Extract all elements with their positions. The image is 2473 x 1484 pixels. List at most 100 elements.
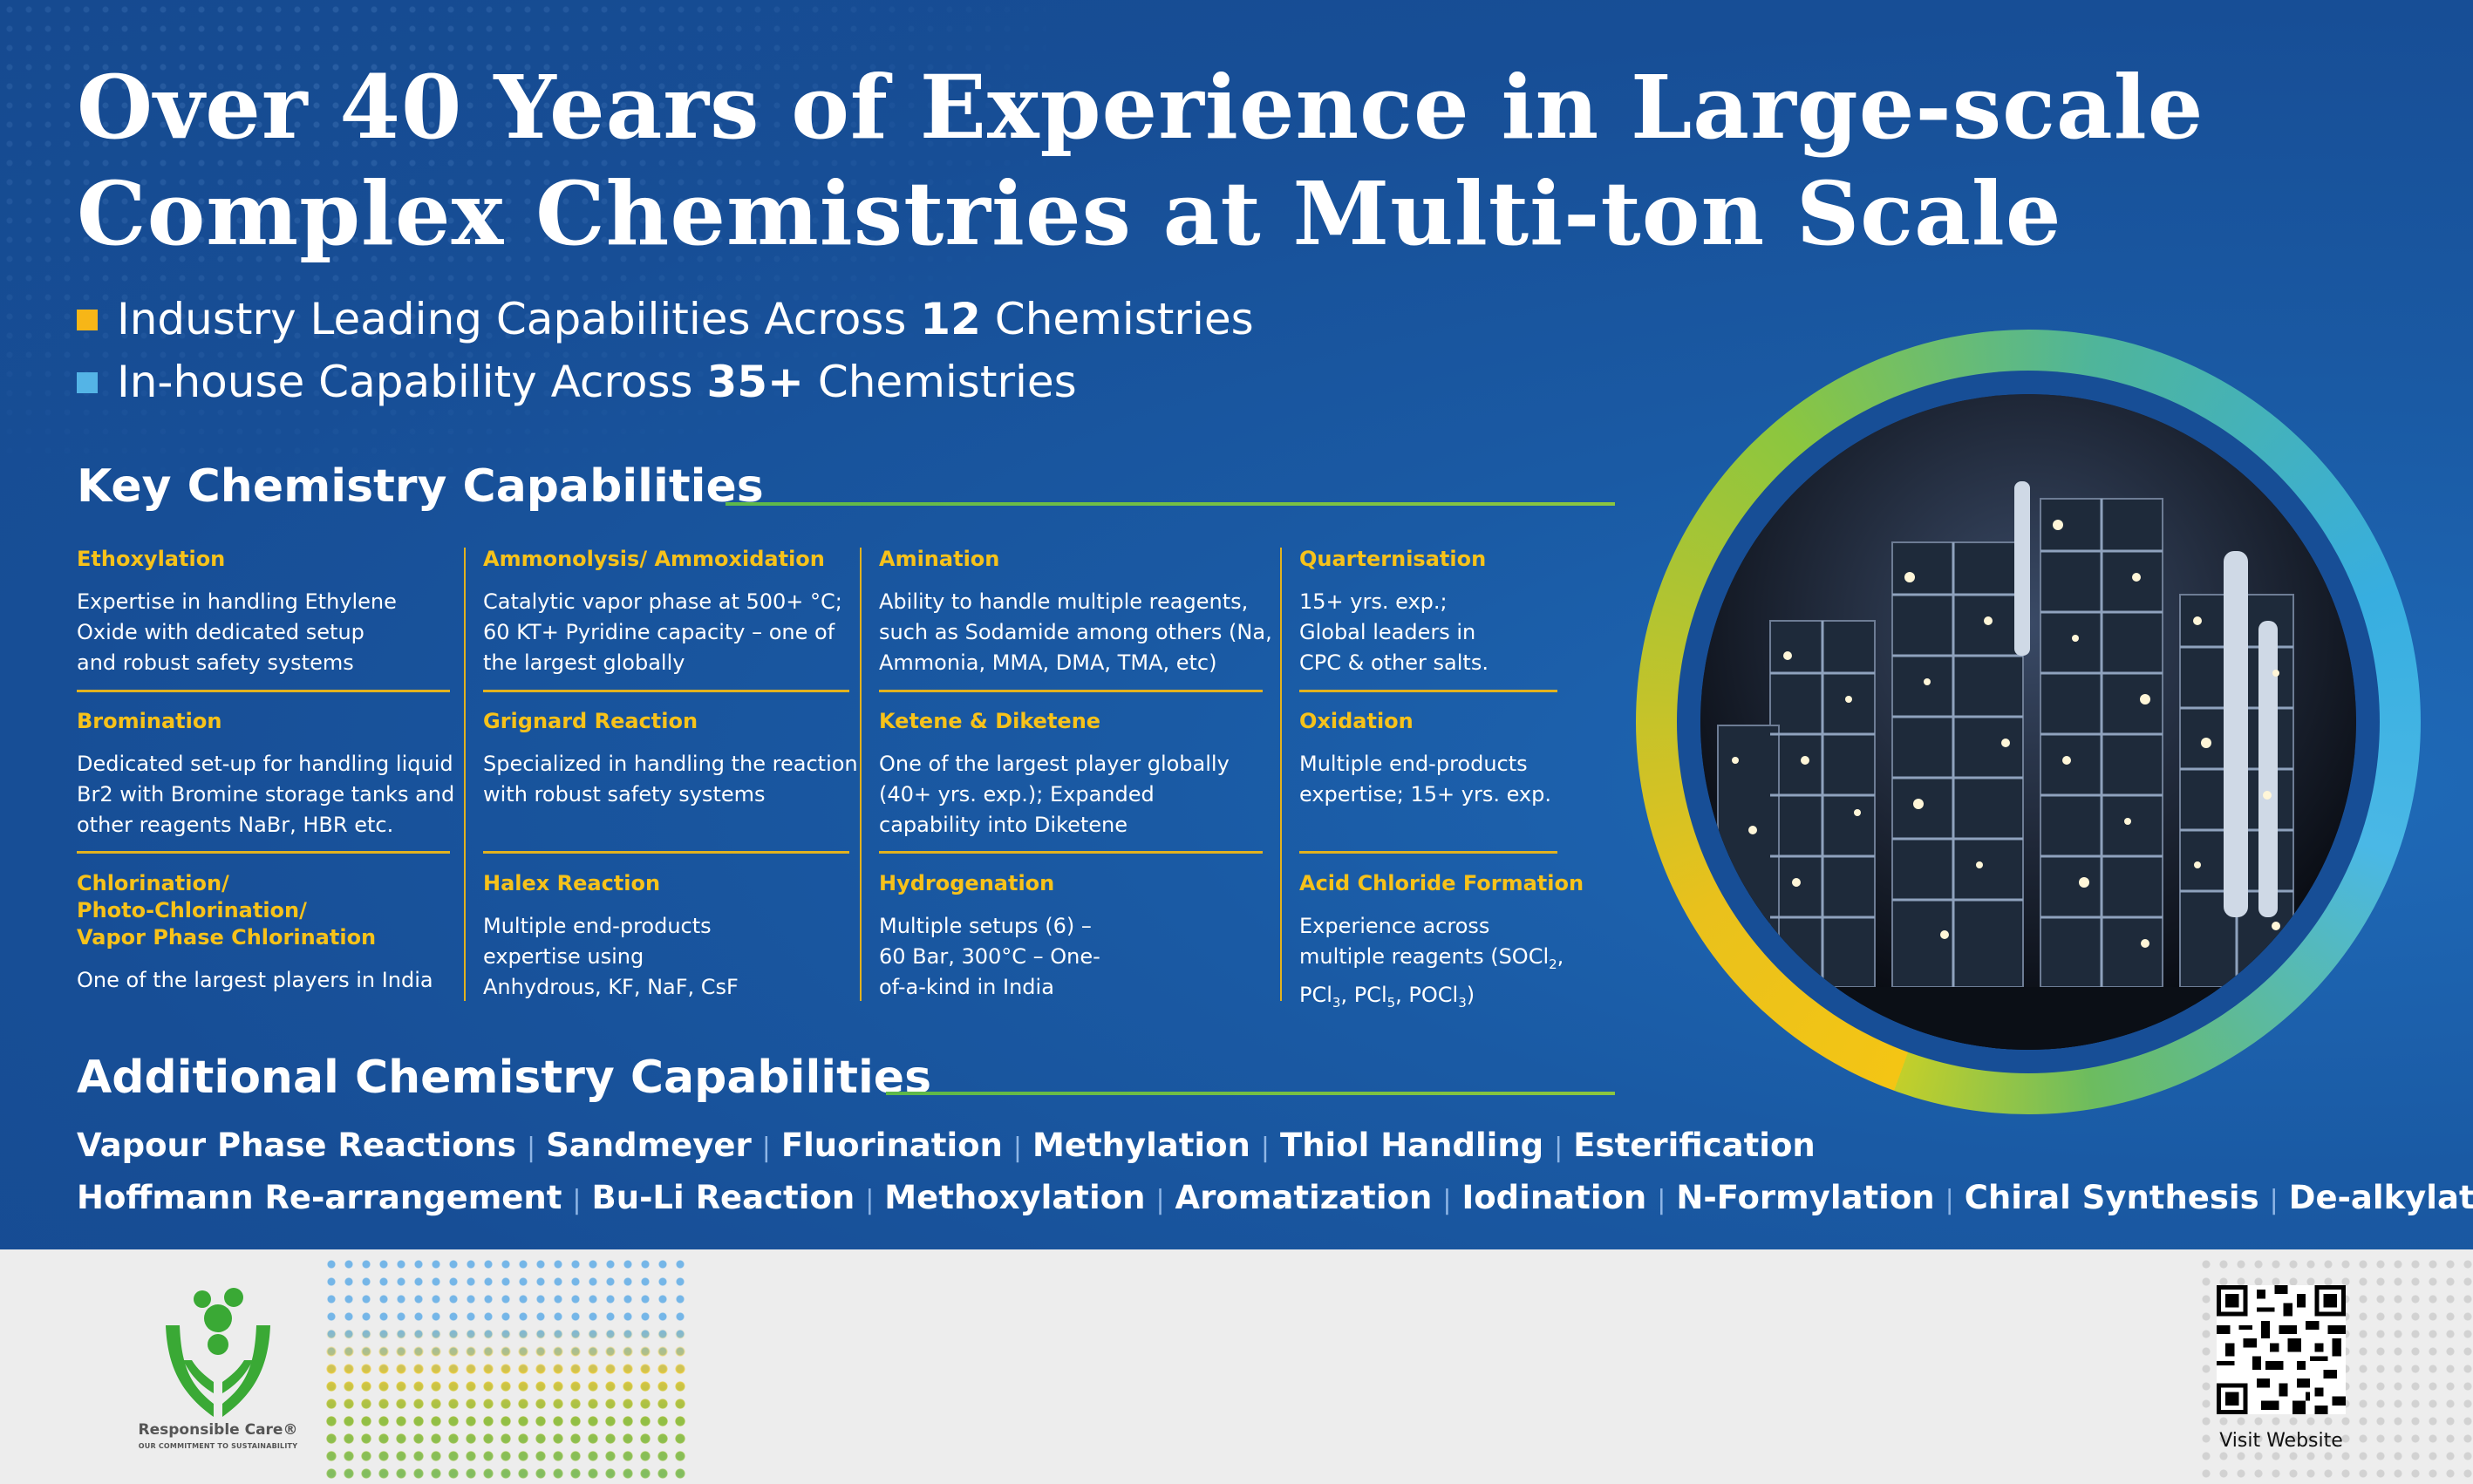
additional-capabilities-row-2: Hoffmann Re-arrangement | Bu-Li Reaction | M… — [77, 1179, 2473, 1216]
capability-card-quarternisation: Quarternisation 15+ yrs. exp.; Global le… — [1299, 546, 1674, 678]
capability-card-ethoxylation: Ethoxylation Expertise in handling Ethyl… — [77, 546, 452, 678]
separator: | — [865, 1185, 875, 1215]
highlight-item: In-house Capability Across 35+ Chemistri… — [77, 351, 1254, 413]
capability-chip: Chiral Synthesis — [1964, 1179, 2259, 1216]
row-divider — [483, 690, 849, 692]
responsible-care-logo — [166, 1288, 270, 1417]
capability-card-grignard: Grignard Reaction Specialized in handlin… — [483, 708, 858, 810]
highlight-text: Chemistries — [980, 294, 1254, 344]
capability-title: Acid Chloride Formation — [1299, 871, 1584, 895]
logo-subtext: OUR COMMITMENT TO SUSTAINABILITY — [138, 1442, 298, 1450]
capability-description: Experience across multiple reagents (SOC… — [1299, 911, 1578, 1018]
page-title: Over 40 Years of Experience in Large-sca… — [77, 54, 2344, 267]
capability-chip: Methoxylation — [884, 1179, 1146, 1216]
separator: | — [572, 1185, 582, 1215]
capability-description: Catalytic vapor phase at 500+ °C; 60 KT+… — [483, 589, 842, 675]
chemical-plant-photo — [1700, 394, 2356, 1050]
desc-text: , POCl — [1395, 982, 1459, 1007]
column-divider — [464, 548, 466, 1001]
headline-line-2: Complex Chemistries at Multi-ton Scale — [77, 162, 2062, 265]
capability-chip: Esterification — [1573, 1127, 1816, 1164]
capability-title: Bromination — [77, 709, 222, 733]
row-divider — [879, 690, 1263, 692]
decorative-dot-pattern — [0, 0, 1046, 488]
additional-capabilities-row-1: Vapour Phase Reactions | Sandmeyer | Fluorin… — [77, 1127, 1816, 1164]
capability-title: Hydrogenation — [879, 871, 1055, 895]
capability-title: Ammonolysis/ Ammoxidation — [483, 547, 825, 571]
desc-text: Experience across multiple reagents (SOC… — [1299, 914, 1550, 969]
row-divider — [1299, 690, 1557, 692]
capability-description: Multiple end-products expertise using An… — [483, 914, 739, 999]
capability-card-halex: Halex Reaction Multiple end-products exp… — [483, 870, 858, 1003]
capability-card-ketene: Ketene & Diketene One of the largest pla… — [879, 708, 1254, 841]
capability-title: Ethoxylation — [77, 547, 226, 571]
separator: | — [527, 1133, 536, 1163]
square-bullet-icon — [77, 310, 98, 330]
row-divider — [77, 690, 450, 692]
capability-chip: Methylation — [1032, 1127, 1250, 1164]
qr-code-icon[interactable] — [2217, 1285, 2346, 1414]
capability-title: Halex Reaction — [483, 871, 661, 895]
row-divider — [77, 851, 450, 854]
headline-line-1: Over 40 Years of Experience in Large-sca… — [77, 56, 2204, 159]
section-divider — [726, 502, 1615, 506]
capability-chip: Thiol Handling — [1279, 1127, 1544, 1164]
highlight-number: 35+ — [706, 357, 804, 407]
logo-text: Responsible Care® — [138, 1421, 298, 1439]
capability-chip: De-alkylation — [2288, 1179, 2473, 1216]
separator: | — [2269, 1185, 2279, 1215]
capability-chip: Hoffmann Re-arrangement — [77, 1179, 562, 1216]
row-divider — [1299, 851, 1557, 854]
capability-title: Oxidation — [1299, 709, 1414, 733]
capability-title: Grignard Reaction — [483, 709, 698, 733]
capability-description: Multiple setups (6) – 60 Bar, 300°C – On… — [879, 914, 1100, 999]
desc-text: ) — [1466, 982, 1475, 1007]
column-divider — [860, 548, 862, 1001]
capability-chip: Aromatization — [1175, 1179, 1433, 1216]
separator: | — [761, 1133, 771, 1163]
key-capabilities-heading: Key Chemistry Capabilities — [77, 460, 764, 513]
row-divider — [879, 851, 1263, 854]
subscript: 3 — [1458, 994, 1467, 1011]
capability-description: One of the largest player globally (40+ … — [879, 752, 1230, 837]
subscript: 5 — [1386, 994, 1396, 1011]
subscript: 2 — [1549, 956, 1557, 972]
capability-title: Quarternisation — [1299, 547, 1487, 571]
desc-text: , PCl — [1340, 982, 1387, 1007]
capability-card-acid-chloride: Acid Chloride Formation Experience acros… — [1299, 870, 1674, 1018]
capability-chip: Vapour Phase Reactions — [77, 1127, 517, 1164]
square-bullet-icon — [77, 372, 98, 393]
capability-chip: Iodination — [1461, 1179, 1647, 1216]
highlight-text: Industry Leading Capabilities Across — [117, 294, 921, 344]
separator: | — [1442, 1185, 1452, 1215]
capability-description: Expertise in handling Ethylene Oxide wit… — [77, 589, 397, 675]
highlight-text: In-house Capability Across — [117, 357, 707, 407]
capability-chip: N-Formylation — [1676, 1179, 1935, 1216]
highlights-list: Industry Leading Capabilities Across 12 … — [77, 288, 1254, 413]
capability-description: 15+ yrs. exp.; Global leaders in CPC & o… — [1299, 589, 1489, 675]
separator: | — [1012, 1133, 1023, 1163]
separator: | — [1554, 1133, 1564, 1163]
capability-title: Chlorination/ Photo-Chlorination/ Vapor … — [77, 871, 377, 950]
capability-description: Specialized in handling the reaction wit… — [483, 752, 858, 807]
capability-card-amination: Amination Ability to handle multiple rea… — [879, 546, 1272, 678]
capability-description: Ability to handle multiple reagents, suc… — [879, 589, 1272, 675]
visit-website-link[interactable]: Visit Website — [2219, 1430, 2343, 1452]
capability-card-chlorination: Chlorination/ Photo-Chlorination/ Vapor … — [77, 870, 452, 996]
highlight-item: Industry Leading Capabilities Across 12 … — [77, 288, 1254, 351]
capability-description: One of the largest players in India — [77, 968, 433, 992]
separator: | — [1945, 1185, 1954, 1215]
column-divider — [1280, 548, 1282, 1001]
capability-card-ammonolysis: Ammonolysis/ Ammoxidation Catalytic vapo… — [483, 546, 858, 678]
capability-chip: Fluorination — [780, 1127, 1003, 1164]
plant-illustration — [1700, 394, 2356, 1050]
row-divider — [483, 851, 849, 854]
capability-chip: Bu-Li Reaction — [591, 1179, 855, 1216]
desc-text: , PCl — [1299, 944, 1564, 1007]
section-divider — [886, 1092, 1615, 1095]
highlight-number: 12 — [920, 294, 981, 344]
highlight-text: Chemistries — [803, 357, 1077, 407]
capability-card-bromination: Bromination Dedicated set-up for handlin… — [77, 708, 454, 841]
capability-card-oxidation: Oxidation Multiple end-products expertis… — [1299, 708, 1674, 810]
capability-chip: Sandmeyer — [546, 1127, 752, 1164]
